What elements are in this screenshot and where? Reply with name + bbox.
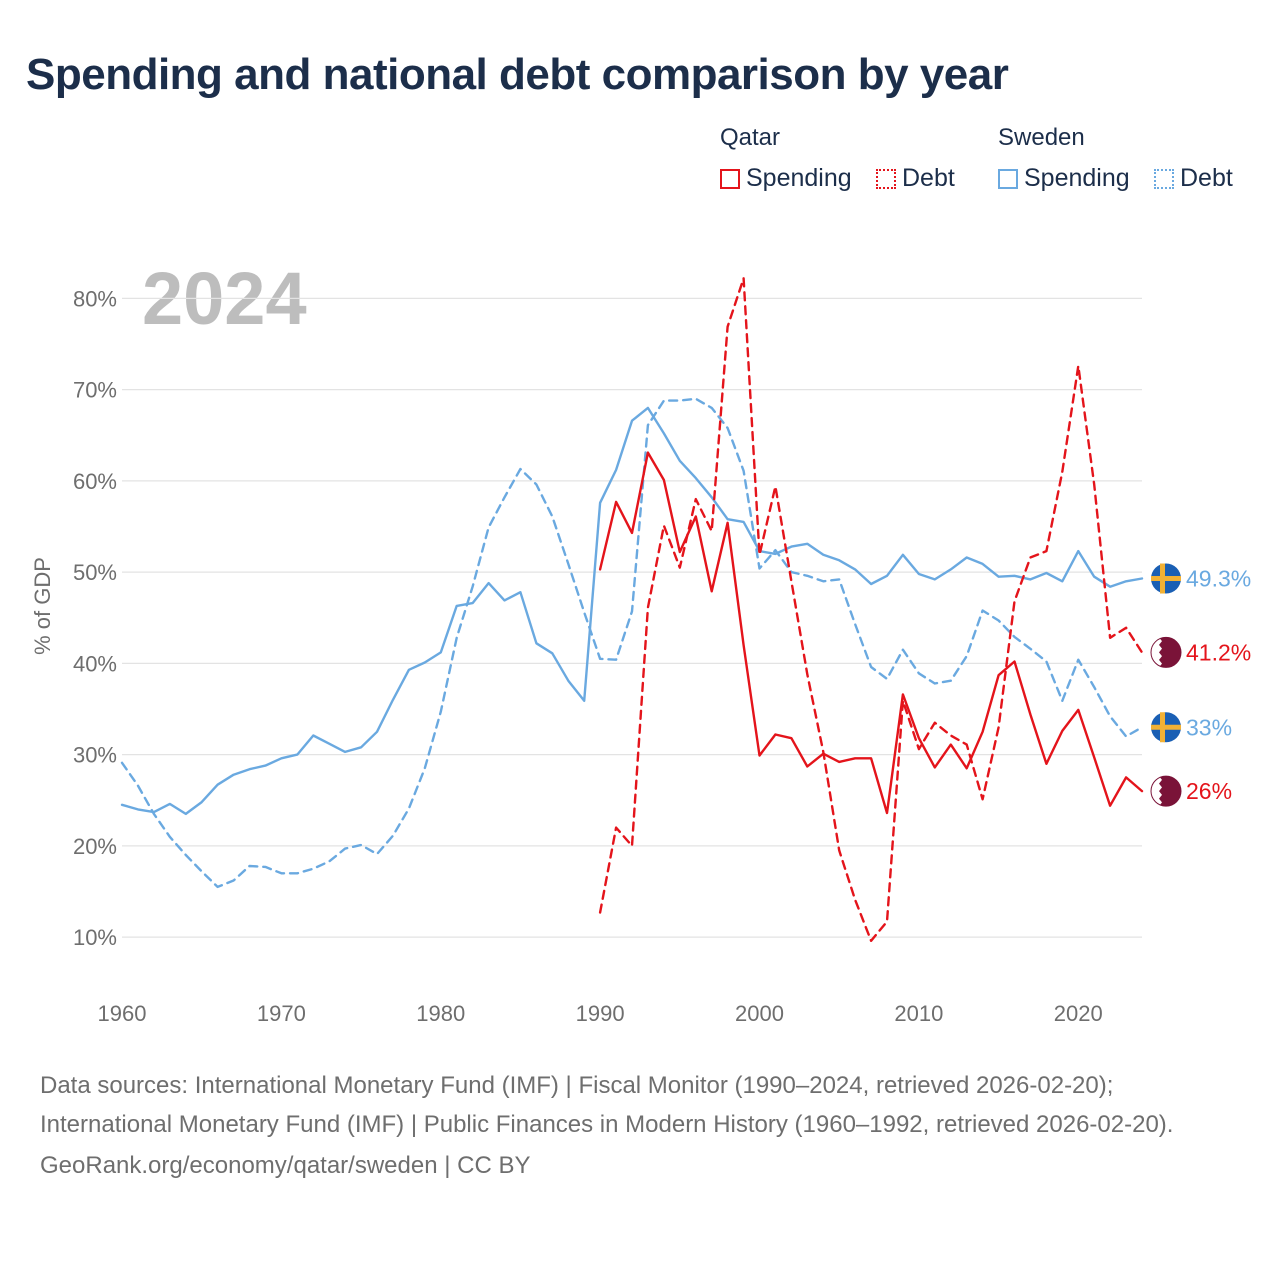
end-label-sweden-debt: 33% [1186,714,1232,740]
y-tick-label: 40% [73,651,117,676]
x-tick-label: 1970 [257,1001,306,1026]
x-tick-label: 2000 [735,1001,784,1026]
legend-label: Debt [902,164,955,192]
chart-title: Spending and national debt comparison by… [26,50,1009,99]
y-tick-label: 10% [73,925,117,950]
x-tick-label: 1990 [576,1001,625,1026]
sweden-flag-cross-icon [1151,724,1181,730]
x-tick-label: 1980 [416,1001,465,1026]
footer: Data sources: International Monetary Fun… [40,1066,1250,1185]
legend-swatch-solid [998,168,1018,189]
y-tick-label: 60% [73,469,117,494]
qatar-flag-outline-icon [1150,775,1182,807]
sweden-flag-cross-icon [1160,563,1165,594]
legend-swatch-solid [720,168,740,189]
legend-label: Debt [1180,164,1233,192]
data-sources: Data sources: International Monetary Fun… [40,1072,1174,1138]
legend-item-qatar-debt[interactable]: Debt [876,164,955,193]
y-tick-label: 20% [73,834,117,859]
credit-link[interactable]: GeoRank.org/economy/qatar/sweden | CC BY [40,1152,531,1179]
legend-item-sweden-spending[interactable]: Spending [998,164,1130,193]
series-line-sweden-spending [120,406,1144,816]
legend: Qatar Spending Debt Sweden Spending Debt [720,124,1260,204]
series-line-sweden-debt [120,397,1144,889]
series-line-qatar-debt [598,277,1144,942]
legend-group-sweden: Sweden [998,124,1085,151]
qatar-flag-serration-icon [1151,637,1162,668]
series-line-qatar-spending [598,451,1144,815]
end-label-qatar-debt: 41.2% [1186,639,1251,665]
x-tick-label: 1960 [98,1001,147,1026]
qatar-flag-serration-icon [1151,776,1162,807]
end-label-sweden-spending: 49.3% [1186,566,1251,592]
legend-item-sweden-debt[interactable]: Debt [1154,164,1233,193]
legend-group-qatar: Qatar [720,124,781,151]
end-label-qatar-spending: 26% [1186,778,1232,804]
legend-swatch-dotted [1154,168,1174,189]
x-tick-label: 2010 [894,1001,943,1026]
qatar-flag-outline-icon [1150,636,1182,668]
y-tick-label: 80% [73,286,117,311]
sweden-flag-cross-icon [1151,576,1181,582]
y-tick-label: 30% [73,743,117,768]
y-tick-label: 50% [73,560,117,585]
legend-item-qatar-spending[interactable]: Spending [720,164,852,193]
y-axis-label: % of GDP [30,557,55,655]
y-tick-label: 70% [73,378,117,403]
legend-label: Spending [1024,164,1130,192]
x-tick-label: 2020 [1054,1001,1103,1026]
sweden-flag-cross-icon [1160,712,1165,743]
legend-label: Spending [746,164,852,192]
legend-swatch-dotted [876,168,896,189]
